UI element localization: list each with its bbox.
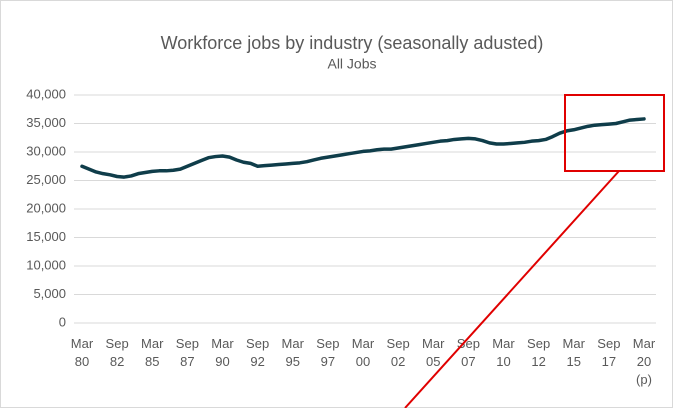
y-tick-label: 15,000 [26,229,66,244]
x-tick-label: Sep 82 [106,336,129,369]
y-tick-label: 40,000 [26,86,66,101]
x-tick-label: Sep 07 [457,336,480,369]
x-tick-label: Mar 95 [282,336,305,369]
y-tick-label: 0 [59,314,66,329]
y-tick-label: 25,000 [26,172,66,187]
x-tick-label: Mar 90 [211,336,234,369]
x-tick-label: Sep 17 [597,336,620,369]
x-tick-label: Mar 85 [141,336,164,369]
x-tick-label: Sep 12 [527,336,550,369]
chart-subtitle: All Jobs [327,56,376,72]
y-tick-label: 20,000 [26,200,66,215]
y-tick-label: 35,000 [26,115,66,130]
x-tick-label: Mar 15 [563,336,586,369]
x-tick-label: Mar 80 [71,336,94,369]
x-tick-label: Mar 05 [422,336,445,369]
x-tick-label: Mar 10 [492,336,515,369]
y-tick-label: 5,000 [33,286,66,301]
x-tick-label: Sep 97 [316,336,339,369]
highlight-box [564,94,665,172]
x-tick-label: Mar 00 [352,336,375,369]
chart-title: Workforce jobs by industry (seasonally a… [161,33,544,53]
x-tick-label: Mar 20 (p) [633,336,656,387]
data-line [80,117,646,179]
x-tick-label: Sep 92 [246,336,269,369]
callout-line [404,170,620,408]
x-tick-label: Sep 87 [176,336,199,369]
y-tick-label: 10,000 [26,257,66,272]
y-tick-label: 30,000 [26,143,66,158]
x-tick-label: Sep 02 [387,336,410,369]
plot-area: 0 5,000 10,000 15,000 20,000 25,000 30,000 35,0… [26,86,656,387]
